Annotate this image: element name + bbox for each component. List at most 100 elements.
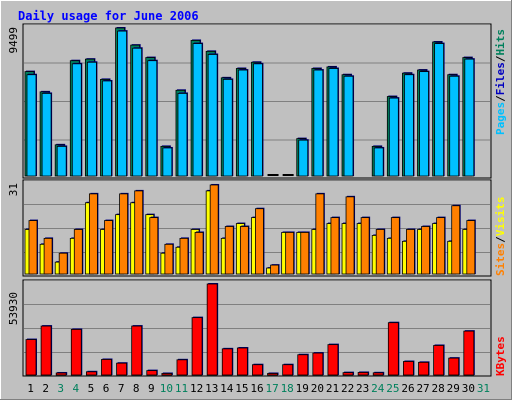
x-tick-label-17: 17 — [265, 382, 278, 395]
kbytes-bar-24 — [387, 322, 399, 376]
sites-bar-20 — [330, 217, 340, 275]
x-tick-label-10: 10 — [160, 382, 173, 395]
kbytes-bar-19 — [312, 352, 324, 376]
sites-bar-9 — [164, 243, 174, 275]
sites-bar-12 — [209, 184, 219, 275]
legend-sep-1: / — [494, 95, 507, 102]
sites-bar-1 — [43, 237, 53, 275]
sites-bar-27 — [436, 217, 446, 275]
files-bar-3 — [71, 63, 82, 177]
legend-files: Files — [494, 62, 507, 95]
x-tick-label-23: 23 — [356, 382, 369, 395]
files-bar-18 — [298, 139, 309, 177]
files-bar-4 — [86, 61, 97, 177]
kbytes-bar-5 — [101, 359, 112, 376]
legend-hits: Hits — [494, 29, 507, 56]
kbytes-ymax-label: 53930 — [7, 292, 20, 325]
kbytes-panel — [22, 279, 492, 377]
files-bar-27 — [434, 43, 445, 177]
sites-bar-23 — [375, 229, 385, 275]
x-tick-label-9: 9 — [148, 382, 155, 395]
files-bar-7 — [132, 47, 143, 177]
x-tick-label-4: 4 — [73, 382, 80, 395]
legend-sep-3: / — [494, 236, 507, 243]
kbytes-bar-13 — [221, 348, 233, 376]
x-tick-label-25: 25 — [386, 382, 399, 395]
kbytes-bar-8 — [146, 370, 158, 376]
files-bar-5 — [102, 80, 112, 177]
kbytes-bar-17 — [282, 364, 294, 376]
sites-panel — [22, 179, 492, 277]
kbytes-bar-18 — [297, 354, 309, 376]
sites-bar-19 — [315, 193, 325, 275]
x-tick-label-14: 14 — [220, 382, 234, 395]
x-tick-label-18: 18 — [281, 382, 294, 395]
x-tick-label-11: 11 — [175, 382, 188, 395]
sites-bar-11 — [194, 232, 204, 275]
x-tick-label-26: 26 — [401, 382, 414, 395]
sites-bar-18 — [300, 232, 310, 275]
kbytes-bar-3 — [70, 329, 82, 376]
kbytes-bar-20 — [327, 344, 339, 376]
sites-bar-22 — [360, 217, 370, 275]
sites-bar-4 — [88, 193, 98, 275]
kbytes-bar-14 — [236, 347, 248, 376]
files-bar-21 — [343, 75, 354, 177]
kbytes-bar-21 — [342, 372, 354, 376]
x-tick-label-27: 27 — [416, 382, 429, 395]
files-bar-15 — [253, 63, 263, 177]
sites-bar-21 — [345, 196, 355, 275]
chart-title: Daily usage for June 2006 — [18, 9, 199, 23]
kbytes-bar-10 — [176, 359, 188, 376]
kbytes-bar-6 — [116, 362, 127, 376]
kbytes-bar-29 — [463, 330, 475, 376]
x-tick-label-22: 22 — [341, 382, 354, 395]
legend-visits: Visits — [494, 197, 507, 237]
files-bar-12 — [207, 54, 218, 177]
kbytes-bar-15 — [252, 364, 263, 376]
x-tick-label-30: 30 — [462, 382, 475, 395]
kbytes-bar-9 — [161, 373, 173, 376]
hits-legend: Pages/Files/Hits — [494, 29, 507, 135]
files-bar-10 — [177, 93, 188, 177]
x-tick-label-19: 19 — [296, 382, 309, 395]
kbytes-bar-22 — [357, 372, 369, 376]
sites-bar-16 — [270, 264, 279, 275]
legend-sites: Sites — [494, 243, 507, 276]
files-bar-0 — [26, 74, 37, 177]
legend-pages: Pages — [494, 102, 507, 135]
files-bar-26 — [419, 71, 429, 177]
kbytes-bar-26 — [418, 361, 429, 376]
kbytes-bar-1 — [40, 325, 52, 376]
pages-bar-17 — [282, 174, 294, 176]
x-tick-label-7: 7 — [118, 382, 125, 395]
sites-bar-5 — [104, 220, 113, 275]
x-tick-label-28: 28 — [432, 382, 445, 395]
x-tick-label-5: 5 — [88, 382, 95, 395]
legend-sep-2: / — [494, 55, 507, 62]
kbytes-bar-12 — [206, 283, 218, 376]
x-tick-label-1: 1 — [27, 382, 34, 395]
sites-bar-26 — [421, 226, 430, 275]
sites-bar-17 — [285, 232, 295, 275]
sites-bar-8 — [149, 217, 159, 275]
files-bar-25 — [404, 74, 414, 177]
kbytes-bar-16 — [267, 373, 278, 376]
sites-bar-29 — [466, 220, 476, 275]
x-axis-labels: 1 2 3 4 5 6 7 8 9 10 11 12 13 14 15 16 17 18 19 20 21 22 23 24 2… — [27, 382, 490, 395]
sites-bar-0 — [28, 220, 38, 275]
svg-text:Pages/Files/Hits: Pages/Files/Hits — [494, 29, 507, 135]
x-tick-label-15: 15 — [235, 382, 248, 395]
kbytes-bar-7 — [131, 325, 143, 376]
files-bar-8 — [147, 60, 158, 177]
x-tick-label-2: 2 — [42, 382, 49, 395]
sites-bar-7 — [134, 190, 144, 275]
x-tick-label-6: 6 — [103, 382, 110, 395]
x-tick-label-12: 12 — [190, 382, 203, 395]
x-tick-label-31: 31 — [477, 382, 490, 395]
files-bar-29 — [464, 58, 475, 177]
sites-bar-25 — [406, 229, 415, 275]
x-tick-label-29: 29 — [447, 382, 460, 395]
sites-legend: Sites/Visits — [494, 197, 507, 277]
